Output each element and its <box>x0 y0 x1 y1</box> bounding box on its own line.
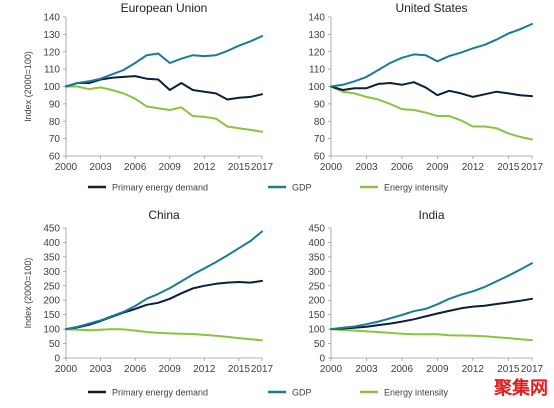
legend-row-2: Primary energy demand GDP Energy intensity <box>88 388 449 398</box>
y-tick-label: 400 <box>308 238 325 249</box>
y-tick-label: 100 <box>308 325 325 336</box>
y-tick-label: 110 <box>44 65 60 76</box>
x-tick-label: 2017 <box>521 364 544 375</box>
y-tick-label: 350 <box>43 252 60 263</box>
series-line-gdp <box>65 35 263 88</box>
x-tick-label: 2006 <box>391 162 414 173</box>
x-tick-label: 2012 <box>193 364 216 375</box>
legend-label: Energy intensity <box>384 183 449 193</box>
y-tick-label: 250 <box>308 281 325 292</box>
y-tick-label: 140 <box>43 13 60 24</box>
y-tick-label: 150 <box>308 310 325 321</box>
y-tick-label: 300 <box>43 267 60 278</box>
legend-label: Primary energy demand <box>112 183 208 193</box>
series-line-gdp <box>330 23 533 88</box>
chart-title: India <box>418 208 444 222</box>
y-tick-label: 450 <box>308 224 325 235</box>
y-tick-label: 130 <box>308 30 325 41</box>
chart-panel-2: United States 60 70 80 90 100 110 120 130 140 2000… <box>308 1 543 173</box>
y-tick-label: 130 <box>43 30 60 41</box>
legend-label: Primary energy demand <box>112 388 208 398</box>
x-tick-label: 2000 <box>55 364 78 375</box>
series-line-energy-intensity <box>65 328 263 342</box>
y-tick-label: 50 <box>314 339 326 350</box>
x-tick-label: 2000 <box>55 162 78 173</box>
x-tick-label: 2017 <box>251 364 274 375</box>
y-tick-label: 70 <box>49 134 61 145</box>
x-tick-label: 2003 <box>89 162 112 173</box>
y-tick-label: 60 <box>49 152 61 163</box>
x-tick-label: 2003 <box>355 162 378 173</box>
x-tick-label: 2015 <box>497 162 520 173</box>
legend-label: Energy intensity <box>384 388 449 398</box>
x-tick-label: 2009 <box>159 364 182 375</box>
y-tick-label: 150 <box>43 310 60 321</box>
y-tick-label: 300 <box>308 267 325 278</box>
y-tick-label: 200 <box>43 296 60 307</box>
y-tick-label: 0 <box>54 354 60 365</box>
legend-label: GDP <box>292 183 312 193</box>
x-tick-label: 2003 <box>355 364 378 375</box>
chart-panel-1: European Union Index (2000=100) 60 70 80 90 10… <box>23 1 274 173</box>
y-tick-label: 80 <box>314 117 326 128</box>
x-tick-label: 2017 <box>251 162 274 173</box>
series-line-energy-intensity <box>330 328 533 342</box>
x-tick-label: 2006 <box>124 364 147 375</box>
x-tick-label: 2000 <box>320 364 343 375</box>
series-line-primary-energy-demand <box>330 297 533 331</box>
chart-title: China <box>148 208 180 222</box>
y-tick-label: 0 <box>319 354 325 365</box>
y-tick-label: 110 <box>309 65 325 76</box>
x-tick-label: 2012 <box>462 162 485 173</box>
y-tick-label: 90 <box>314 99 326 110</box>
series-line-gdp <box>330 262 533 331</box>
y-tick-label: 450 <box>43 224 60 235</box>
y-tick-label: 80 <box>49 117 61 128</box>
chart-title: European Union <box>121 1 208 15</box>
series-line-primary-energy-demand <box>330 81 533 98</box>
x-tick-label: 2009 <box>426 364 449 375</box>
y-tick-label: 140 <box>308 13 325 24</box>
y-tick-label: 60 <box>314 152 326 163</box>
y-tick-label: 350 <box>308 252 325 263</box>
chart-panel-3: China Index (2000=100) 0 50 100 150 200 250 300 3… <box>23 208 274 375</box>
y-tick-label: 200 <box>308 296 325 307</box>
x-tick-label: 2003 <box>89 364 112 375</box>
x-tick-label: 2000 <box>320 162 343 173</box>
chart-title: United States <box>395 1 467 15</box>
y-tick-label: 50 <box>49 339 61 350</box>
y-tick-label: 90 <box>49 99 61 110</box>
series-line-energy-intensity <box>65 85 263 133</box>
x-tick-label: 2015 <box>228 364 251 375</box>
legend-row-1: Primary energy demand GDP Energy intensity <box>88 183 449 193</box>
y-tick-label: 100 <box>43 82 60 93</box>
y-axis-label: Index (2000=100) <box>23 258 33 329</box>
y-tick-label: 120 <box>43 47 60 58</box>
y-tick-label: 100 <box>308 82 325 93</box>
legend-label: GDP <box>292 388 312 398</box>
x-tick-label: 2017 <box>521 162 544 173</box>
y-tick-label: 250 <box>43 281 60 292</box>
y-tick-label: 120 <box>308 47 325 58</box>
x-tick-label: 2006 <box>124 162 147 173</box>
x-tick-label: 2009 <box>426 162 449 173</box>
y-tick-label: 70 <box>314 134 326 145</box>
x-tick-label: 2015 <box>497 364 520 375</box>
x-tick-label: 2015 <box>228 162 251 173</box>
x-tick-label: 2012 <box>193 162 216 173</box>
x-tick-label: 2012 <box>462 364 485 375</box>
series-line-gdp <box>65 230 263 331</box>
watermark-logo: 聚集网 <box>493 377 548 399</box>
chart-panel-4: India 0 50 100 150 200 250 300 350 400 450 2000 2003… <box>308 208 543 375</box>
y-axis-label: Index (2000=100) <box>23 51 33 122</box>
x-tick-label: 2009 <box>159 162 182 173</box>
y-tick-label: 100 <box>43 325 60 336</box>
series-line-energy-intensity <box>330 85 533 141</box>
y-tick-label: 400 <box>43 238 60 249</box>
x-tick-label: 2006 <box>391 364 414 375</box>
